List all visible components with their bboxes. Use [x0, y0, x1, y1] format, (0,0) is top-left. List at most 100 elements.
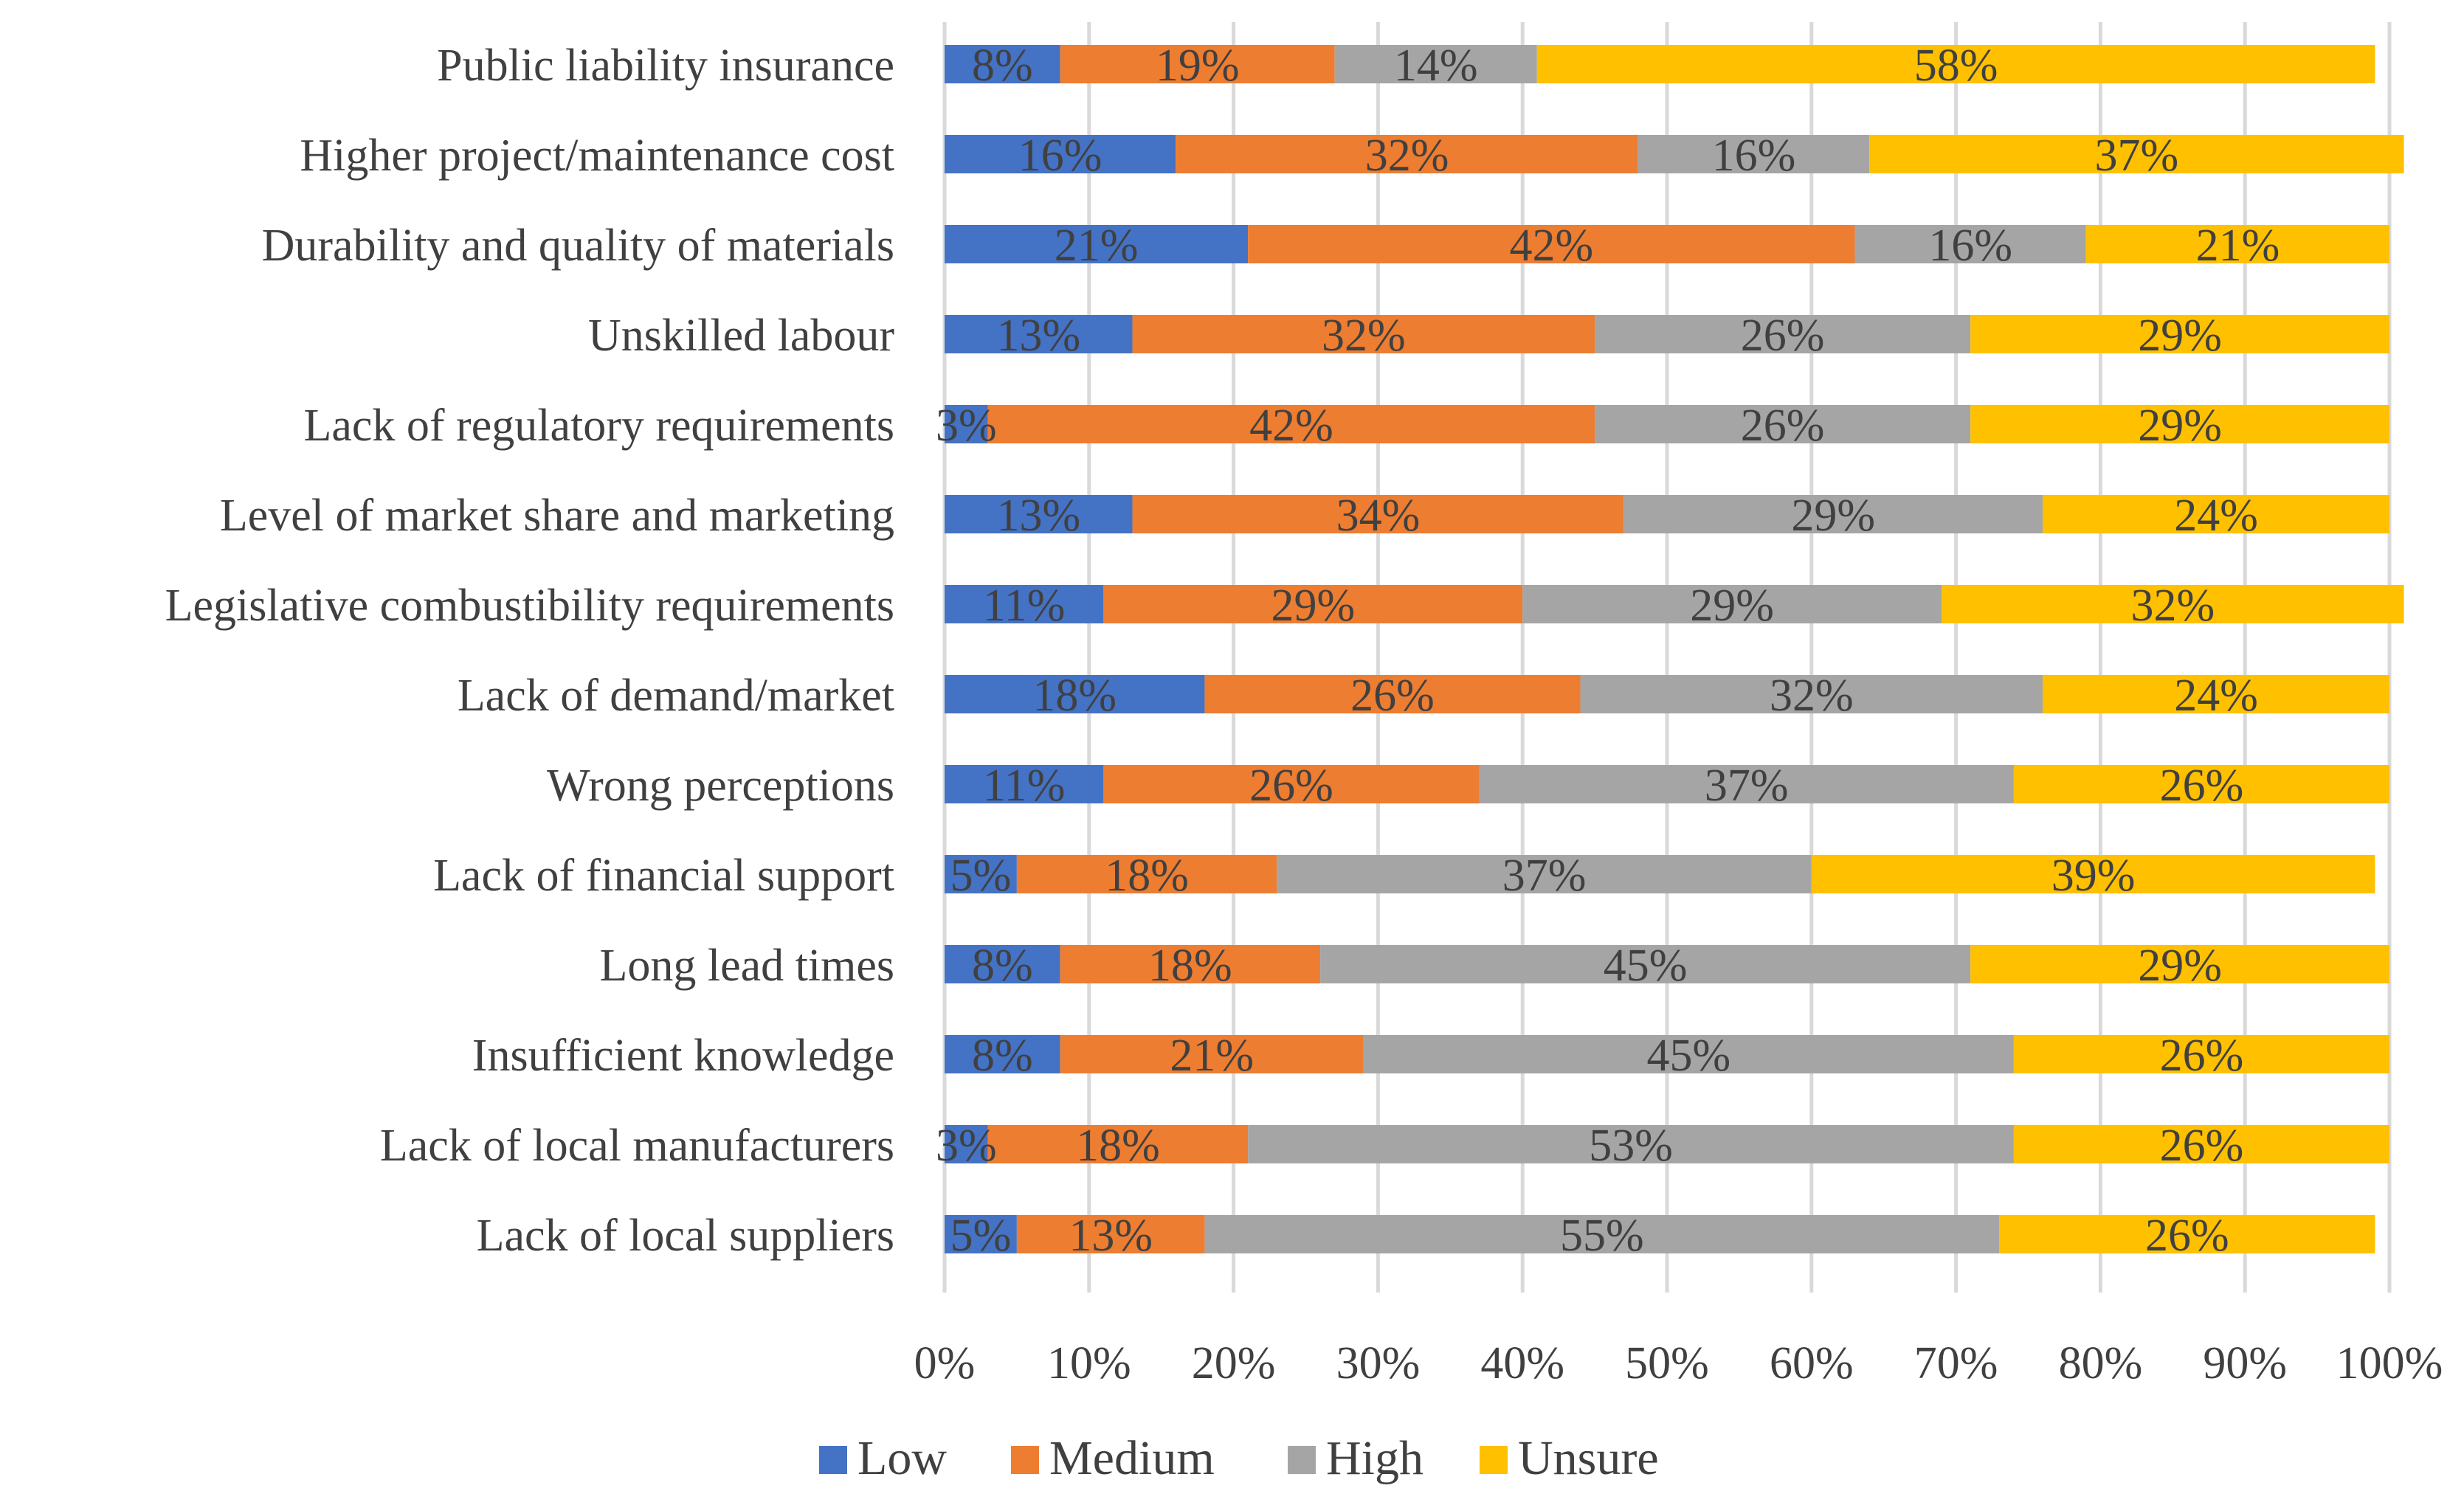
bar-segment-high — [1248, 1125, 2014, 1163]
bar-segment-low — [945, 495, 1133, 533]
bar-segment-low — [945, 585, 1104, 623]
bar-segment-unsure — [2043, 675, 2389, 713]
x-tick-label: 90% — [2203, 1338, 2287, 1388]
data-label: 8% — [972, 1031, 1033, 1081]
bar-segment-unsure — [1970, 315, 2389, 353]
category-label: Public liability insurance — [437, 41, 894, 91]
bar-segment-medium — [1204, 675, 1581, 713]
bar-segment-medium — [987, 1125, 1249, 1163]
data-label: 3% — [936, 1121, 997, 1171]
bar-segment-high — [1623, 495, 2043, 533]
x-tick-label: 50% — [1625, 1338, 1709, 1388]
data-label: 26% — [1350, 671, 1435, 721]
data-label: 29% — [2138, 311, 2222, 361]
x-tick-label: 70% — [1914, 1338, 1998, 1388]
data-label: 37% — [1502, 851, 1587, 901]
data-label: 32% — [1770, 671, 1854, 721]
data-label: 26% — [2160, 761, 2244, 811]
data-label: 42% — [1510, 221, 1594, 271]
bar-segment-medium — [987, 405, 1595, 443]
data-label: 16% — [1712, 131, 1796, 181]
data-label: 21% — [1055, 221, 1139, 271]
bar-segment-medium — [1060, 45, 1335, 83]
bar-segment-medium — [1103, 765, 1480, 803]
category-label: Legislative combustibility requirements — [165, 581, 894, 631]
bar-segment-low — [945, 945, 1060, 983]
category-label: Higher project/maintenance cost — [300, 131, 894, 181]
bar-segment-high — [1580, 675, 2043, 713]
bar-segment-unsure — [1536, 45, 2375, 83]
data-label: 18% — [1148, 941, 1232, 991]
data-label: 32% — [1322, 311, 1406, 361]
data-label: 26% — [1741, 401, 1825, 451]
legend-swatch-low — [819, 1446, 847, 1474]
data-label: 26% — [1741, 311, 1825, 361]
data-label: 21% — [2196, 221, 2280, 271]
legend-label-medium: Medium — [1049, 1431, 1215, 1485]
bar-segment-low — [945, 45, 1060, 83]
category-label: Lack of local manufacturers — [380, 1121, 894, 1171]
bar-segment-low — [945, 225, 1249, 263]
legend-label-low: Low — [857, 1431, 947, 1485]
bar-segment-low — [945, 1035, 1060, 1073]
x-tick-label: 100% — [2336, 1338, 2443, 1388]
data-label: 18% — [1076, 1121, 1160, 1171]
bar-segment-low — [945, 855, 1017, 893]
data-label: 24% — [2174, 671, 2258, 721]
data-label: 37% — [1705, 761, 1789, 811]
bar-segment-low — [945, 675, 1205, 713]
data-label: 42% — [1249, 401, 1333, 451]
bar-segment-low — [945, 315, 1133, 353]
data-label: 5% — [950, 1211, 1012, 1261]
data-label: 37% — [2095, 131, 2179, 181]
x-tick-label: 10% — [1047, 1338, 1131, 1388]
bar-segment-medium — [1132, 315, 1595, 353]
bar-segment-unsure — [1942, 585, 2404, 623]
data-label: 29% — [2138, 401, 2222, 451]
category-label: Lack of financial support — [433, 851, 894, 901]
category-label: Lack of local suppliers — [477, 1211, 894, 1261]
data-label: 29% — [1271, 581, 1355, 631]
data-label: 39% — [2051, 851, 2136, 901]
x-tick-label: 0% — [914, 1338, 976, 1388]
bar-segment-medium — [1016, 855, 1277, 893]
bar-segment-high — [1204, 1215, 2000, 1253]
legend-label-high: High — [1326, 1431, 1423, 1485]
data-label: 18% — [1105, 851, 1189, 901]
legend-swatch-medium — [1011, 1446, 1039, 1474]
bar-segment-high — [1522, 585, 1942, 623]
data-label: 26% — [2160, 1121, 2244, 1171]
bar-segment-medium — [1132, 495, 1624, 533]
data-label: 34% — [1336, 491, 1421, 541]
legend: Low Medium High Unsure — [819, 1431, 1659, 1485]
bar-segment-low — [945, 135, 1176, 173]
bar-segment-unsure — [2085, 225, 2389, 263]
data-label: 13% — [1069, 1211, 1153, 1261]
data-label: 19% — [1156, 41, 1240, 91]
bar-segment-unsure — [1811, 855, 2375, 893]
grid-lines — [942, 22, 2392, 1293]
bar-segment-unsure — [2013, 765, 2389, 803]
data-label: 11% — [983, 761, 1065, 811]
data-label: 21% — [1170, 1031, 1254, 1081]
bar-segment-medium — [1103, 585, 1523, 623]
bar-segment-medium — [1060, 945, 1321, 983]
data-label: 5% — [950, 851, 1012, 901]
x-tick-label: 80% — [2059, 1338, 2143, 1388]
category-label: Lack of demand/market — [458, 671, 894, 721]
bar-segment-medium — [1176, 135, 1638, 173]
category-label: Level of market share and marketing — [220, 491, 894, 541]
category-label: Lack of regulatory requirements — [304, 401, 895, 451]
bar-segment-high — [1277, 855, 1812, 893]
data-label: 26% — [2160, 1031, 2244, 1081]
data-label: 24% — [2174, 491, 2258, 541]
data-label: 29% — [1690, 581, 1774, 631]
category-label: Insufficient knowledge — [472, 1031, 894, 1081]
x-tick-label: 20% — [1192, 1338, 1276, 1388]
bar-segment-medium — [1016, 1215, 1205, 1253]
bar-segment-unsure — [2013, 1035, 2389, 1073]
category-label: Durability and quality of materials — [262, 221, 894, 271]
data-label: 3% — [936, 401, 997, 451]
